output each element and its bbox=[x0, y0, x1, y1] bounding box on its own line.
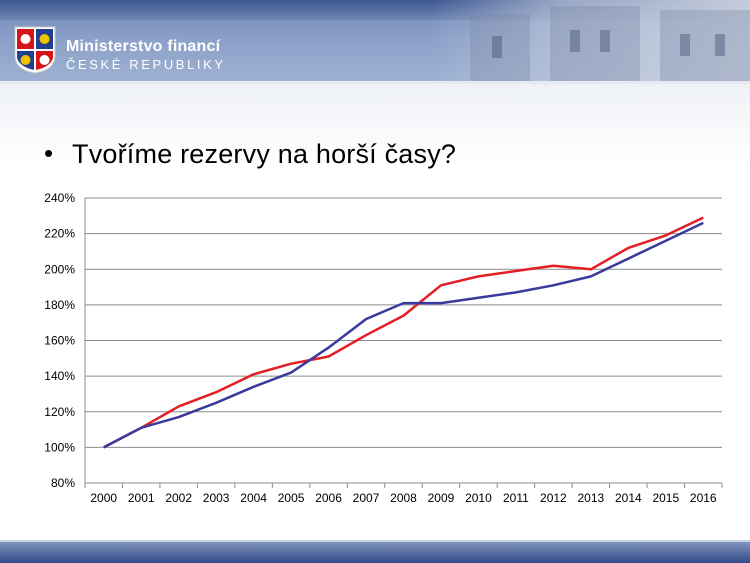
x-tick-label: 2016 bbox=[690, 491, 717, 505]
building-shape bbox=[550, 6, 640, 84]
x-tick-label: 2004 bbox=[240, 491, 267, 505]
line-chart: 80% 100% 120% 140% 160% 180% 200% 220% 240% 2000… bbox=[44, 191, 723, 505]
org-name: Ministerstvo financí bbox=[66, 38, 221, 55]
footer-band bbox=[0, 540, 750, 563]
x-tick-label: 2002 bbox=[165, 491, 192, 505]
x-tick-label: 2000 bbox=[90, 491, 117, 505]
y-tick-label: 100% bbox=[44, 440, 75, 454]
x-axis-ticks: 2000 2001 2002 2003 2004 2005 2006 2007 2008 2009… bbox=[90, 491, 717, 505]
chart-grid bbox=[84, 197, 723, 488]
footer-divider bbox=[0, 540, 750, 542]
x-tick-label: 2014 bbox=[615, 491, 642, 505]
slide-title: Tvoříme rezervy na horší časy? bbox=[72, 139, 457, 169]
y-tick-label: 120% bbox=[44, 405, 75, 419]
y-tick-label: 160% bbox=[44, 334, 75, 348]
x-tick-label: 2011 bbox=[503, 491, 529, 505]
header-banner: Ministerstvo financí ČESKÉ REPUBLIKY bbox=[0, 0, 750, 84]
slide-body bbox=[0, 84, 750, 540]
series-line-1 bbox=[103, 216, 704, 449]
x-tick-label: 2003 bbox=[203, 491, 230, 505]
y-axis-ticks: 80% 100% 120% 140% 160% 180% 200% 220% 240% bbox=[44, 191, 75, 490]
x-tick-label: 2015 bbox=[652, 491, 679, 505]
x-tick-label: 2008 bbox=[390, 491, 417, 505]
window-shape bbox=[600, 30, 610, 52]
y-tick-label: 180% bbox=[44, 298, 75, 312]
building-shape bbox=[470, 14, 530, 84]
x-tick-label: 2007 bbox=[353, 491, 380, 505]
header-divider bbox=[0, 81, 750, 84]
x-tick-label: 2013 bbox=[578, 491, 605, 505]
window-shape bbox=[715, 34, 725, 56]
y-tick-label: 200% bbox=[44, 262, 75, 276]
x-tick-label: 2010 bbox=[465, 491, 492, 505]
x-tick-label: 2006 bbox=[315, 491, 342, 505]
state-emblem-icon bbox=[14, 26, 56, 74]
y-tick-label: 140% bbox=[44, 369, 75, 383]
x-tick-label: 2012 bbox=[540, 491, 567, 505]
x-tick-label: 2005 bbox=[278, 491, 305, 505]
x-tick-label: 2001 bbox=[128, 491, 155, 505]
chart-series bbox=[103, 216, 704, 449]
y-tick-label: 80% bbox=[51, 476, 75, 490]
building-photo bbox=[430, 0, 750, 84]
window-shape bbox=[492, 36, 502, 58]
window-shape bbox=[680, 34, 690, 56]
building-shape bbox=[660, 10, 750, 84]
bullet-marker: • bbox=[44, 138, 54, 168]
org-subtitle: ČESKÉ REPUBLIKY bbox=[66, 57, 226, 72]
series-line-2 bbox=[103, 221, 704, 449]
y-tick-label: 220% bbox=[44, 227, 75, 241]
y-tick-label: 240% bbox=[44, 191, 75, 205]
window-shape bbox=[570, 30, 580, 52]
x-tick-label: 2009 bbox=[428, 491, 455, 505]
